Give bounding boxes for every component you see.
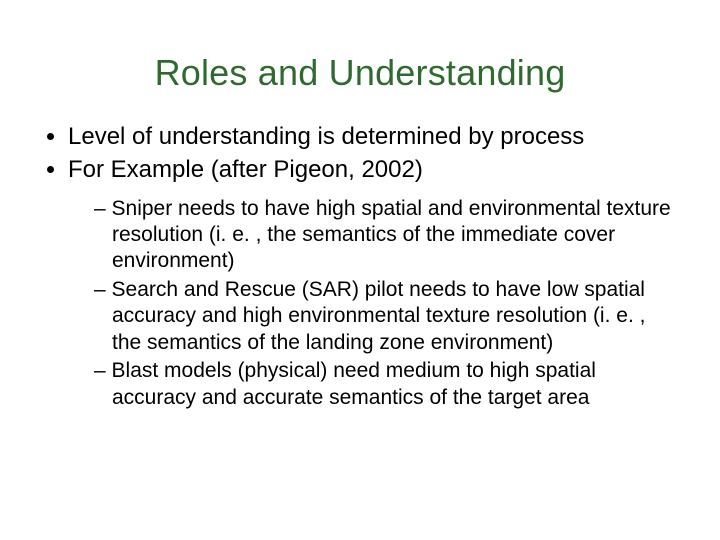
bullet-item: Level of understanding is determined by …: [68, 122, 680, 153]
sub-bullet-text: Sniper needs to have high spatial and en…: [112, 197, 671, 273]
bullet-text: For Example (after Pigeon, 2002): [68, 156, 423, 183]
sub-bullet-text: Search and Rescue (SAR) pilot needs to h…: [112, 278, 646, 354]
slide: Roles and Understanding Level of underst…: [0, 0, 720, 540]
sub-bullet-list: Sniper needs to have high spatial and en…: [40, 196, 680, 412]
sub-bullet-item: Blast models (physical) need medium to h…: [94, 358, 680, 411]
bullet-text: Level of understanding is determined by …: [68, 123, 584, 150]
sub-bullet-text: Blast models (physical) need medium to h…: [112, 359, 596, 408]
bullet-item: For Example (after Pigeon, 2002): [68, 155, 680, 186]
slide-title: Roles and Understanding: [40, 52, 680, 94]
bullet-list: Level of understanding is determined by …: [40, 122, 680, 185]
sub-bullet-item: Sniper needs to have high spatial and en…: [94, 196, 680, 275]
sub-bullet-item: Search and Rescue (SAR) pilot needs to h…: [94, 277, 680, 356]
